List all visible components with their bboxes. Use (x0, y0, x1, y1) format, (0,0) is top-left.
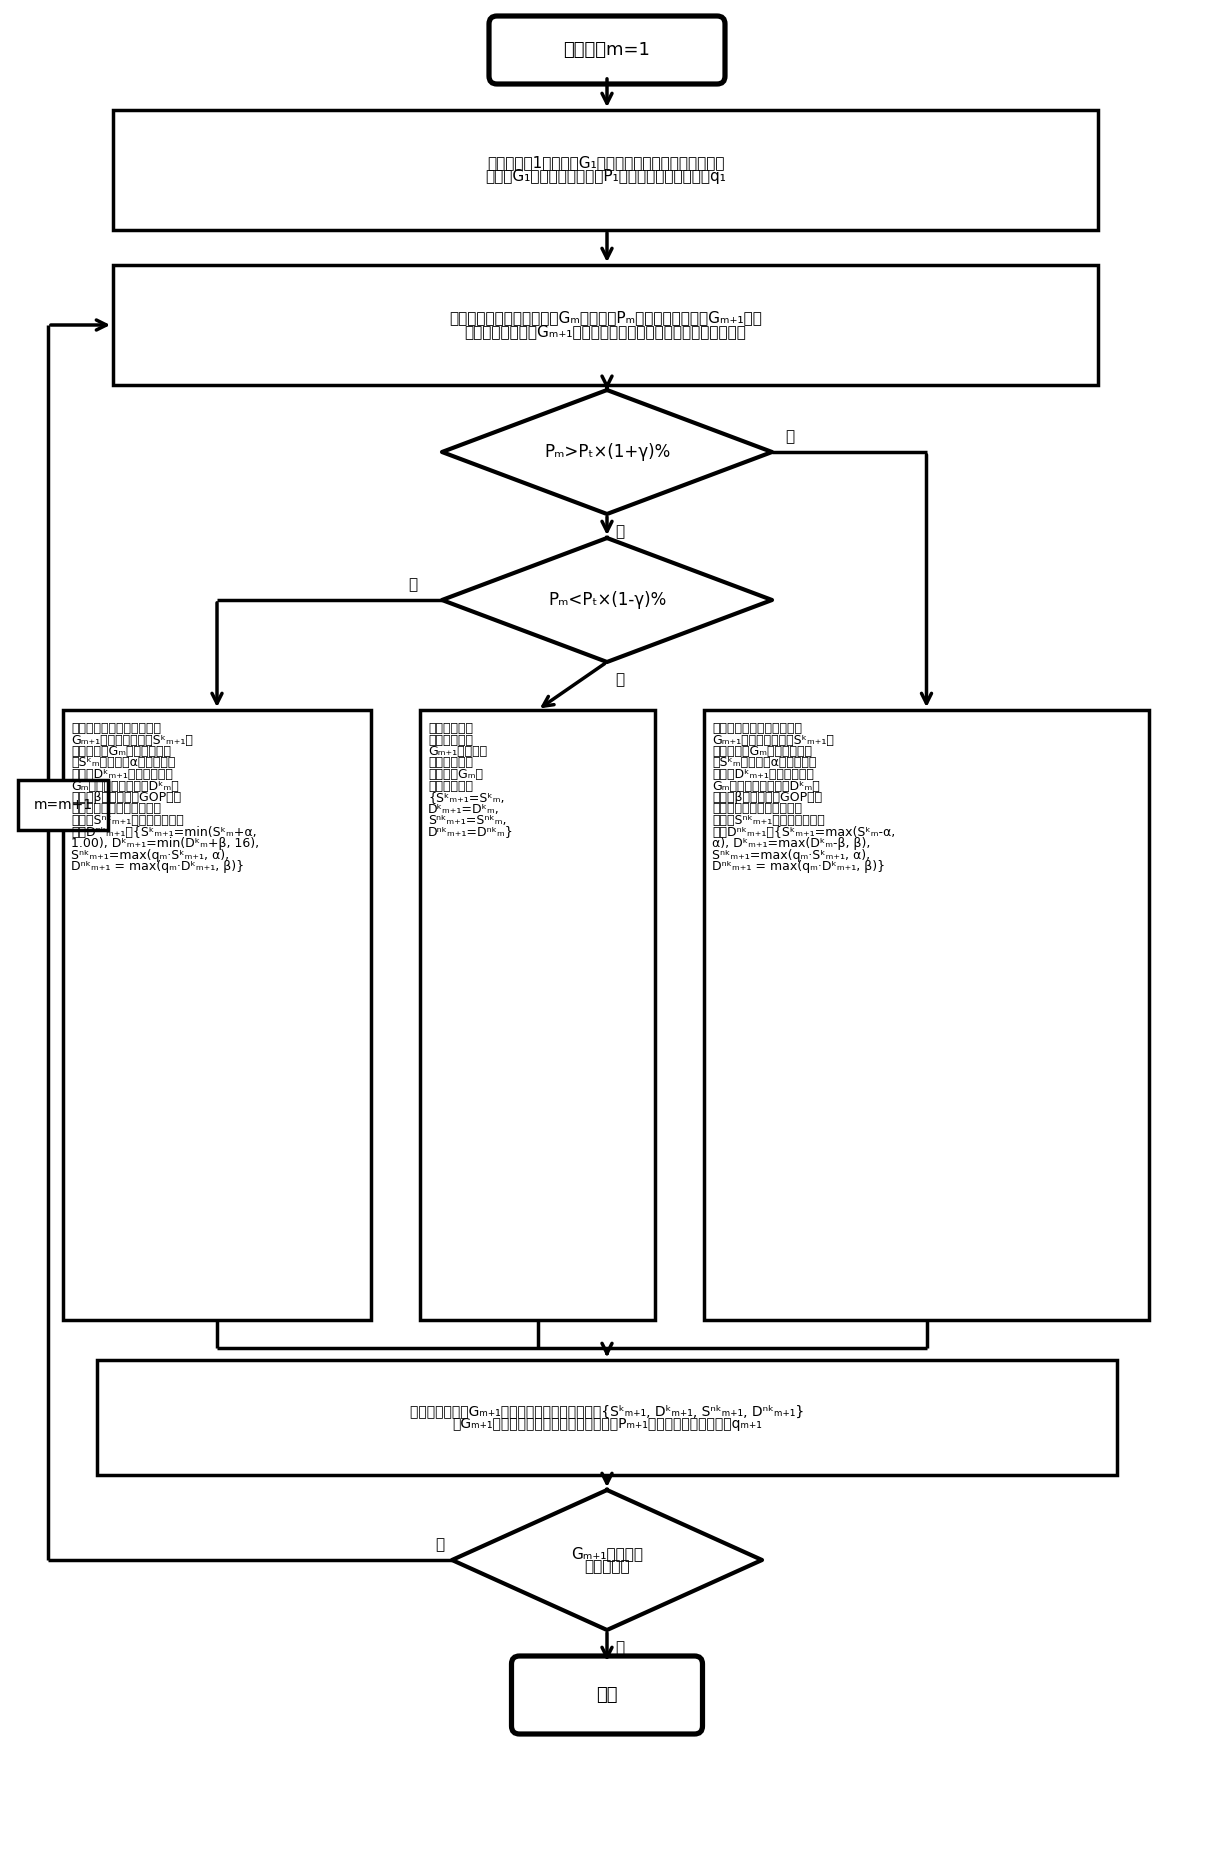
Text: 保持模式：对: 保持模式：对 (429, 722, 473, 735)
Text: {Sᵏₘ₊₁=Sᵏₘ,: {Sᵏₘ₊₁=Sᵏₘ, (429, 791, 505, 804)
Text: 于后一图像组: 于后一图像组 (429, 733, 473, 746)
Text: m=m+1: m=m+1 (34, 798, 92, 811)
Text: 采样率Sⁿᵏₘ₊₁、非关键帧量化: 采样率Sⁿᵏₘ₊₁、非关键帧量化 (711, 813, 824, 826)
Text: 当前图像组Gₘ的关键帧采样: 当前图像组Gₘ的关键帧采样 (711, 744, 812, 757)
Text: Pₘ>Pₜ×(1+γ)%: Pₘ>Pₜ×(1+γ)% (544, 443, 670, 462)
Text: Dⁿᵏₘ₊₁=Dⁿᵏₘ}: Dⁿᵏₘ₊₁=Dⁿᵏₘ} (429, 826, 514, 839)
Text: 深度Dⁿᵏₘ₊₁：{Sᵏₘ₊₁=min(Sᵏₘ+α,: 深度Dⁿᵏₘ₊₁：{Sᵏₘ₊₁=min(Sᵏₘ+α, (70, 826, 256, 839)
Text: 少步长β，然后利用GOP帧间: 少步长β，然后利用GOP帧间 (711, 791, 822, 804)
Text: 递减模式：对于后一图像组: 递减模式：对于后一图像组 (711, 722, 802, 735)
Text: Sⁿᵏₘ₊₁=Sⁿᵏₘ,: Sⁿᵏₘ₊₁=Sⁿᵏₘ, (429, 813, 506, 826)
FancyBboxPatch shape (113, 110, 1097, 231)
Text: 效能控制器根据当前图像组Gₘ的耗电量Pₘ，判断后一图像组Gₘ₊₁的工: 效能控制器根据当前图像组Gₘ的耗电量Pₘ，判断后一图像组Gₘ₊₁的工 (449, 311, 762, 326)
Text: Dᵏₘ₊₁=Dᵏₘ,: Dᵏₘ₊₁=Dᵏₘ, (429, 802, 500, 815)
Text: 深度Dⁿᵏₘ₊₁：{Sᵏₘ₊₁=max(Sᵏₘ-α,: 深度Dⁿᵏₘ₊₁：{Sᵏₘ₊₁=max(Sᵏₘ-α, (711, 826, 895, 839)
Text: Sⁿᵏₘ₊₁=max(qₘ·Sᵏₘ₊₁, α),: Sⁿᵏₘ₊₁=max(qₘ·Sᵏₘ₊₁, α), (70, 849, 229, 862)
Text: 是: 是 (615, 1641, 624, 1656)
Text: 器获取G₁观测编码的耗电量P₁，计算帧间向量相关度q₁: 器获取G₁观测编码的耗电量P₁，计算帧间向量相关度q₁ (486, 169, 726, 184)
Text: 结束: 结束 (596, 1686, 618, 1705)
Text: 个图像组？: 个图像组？ (584, 1560, 630, 1574)
Text: 递增模式：对于后一图像组: 递增模式：对于后一图像组 (70, 722, 161, 735)
FancyBboxPatch shape (704, 711, 1148, 1319)
Text: 是: 是 (408, 577, 416, 592)
Text: 采样率Sⁿᵏₘ₊₁、非关键帧量化: 采样率Sⁿᵏₘ₊₁、非关键帧量化 (70, 813, 183, 826)
Text: 否: 否 (615, 525, 624, 540)
Text: Gₘ₊₁，关键帧采样率Sᵏₘ₊₁是: Gₘ₊₁，关键帧采样率Sᵏₘ₊₁是 (70, 733, 193, 746)
Text: Dⁿᵏₘ₊₁ = max(qₘ·Dᵏₘ₊₁, β)}: Dⁿᵏₘ₊₁ = max(qₘ·Dᵏₘ₊₁, β)} (70, 860, 244, 873)
Text: 否: 否 (435, 1537, 444, 1552)
Text: Gₘ₊₁是最后一: Gₘ₊₁是最后一 (571, 1546, 643, 1561)
FancyBboxPatch shape (489, 17, 725, 84)
Text: 1.00), Dᵏₘ₊₁=min(Dᵏₘ+β, 16),: 1.00), Dᵏₘ₊₁=min(Dᵏₘ+β, 16), (70, 837, 259, 850)
FancyBboxPatch shape (113, 264, 1097, 385)
Text: Gₘ₊₁，关键帧采样率Sᵏₘ₊₁是: Gₘ₊₁，关键帧采样率Sᵏₘ₊₁是 (711, 733, 834, 746)
Text: Dⁿᵏₘ₊₁ = max(qₘ·Dᵏₘ₊₁, β)}: Dⁿᵏₘ₊₁ = max(qₘ·Dᵏₘ₊₁, β)} (711, 860, 885, 873)
Text: 当前图像组Gₘ的关键帧采样: 当前图像组Gₘ的关键帧采样 (70, 744, 171, 757)
Text: 测量端对第1个图像组G₁执行默认的观测参数，效能控制: 测量端对第1个图像组G₁执行默认的观测参数，效能控制 (487, 156, 725, 171)
FancyBboxPatch shape (18, 780, 108, 830)
Text: 初始化，m=1: 初始化，m=1 (563, 41, 651, 60)
Text: Pₘ<Pₜ×(1-γ)%: Pₘ<Pₜ×(1-γ)% (548, 592, 666, 609)
Text: 作模式，待观测的Gₘ₊₁可能工作在保持模式、递减模式、递增模式: 作模式，待观测的Gₘ₊₁可能工作在保持模式、递减模式、递增模式 (465, 324, 747, 339)
Text: 是: 是 (785, 430, 794, 445)
Text: α), Dᵏₘ₊₁=max(Dᵏₘ-β, β),: α), Dᵏₘ₊₁=max(Dᵏₘ-β, β), (711, 837, 870, 850)
FancyBboxPatch shape (511, 1656, 703, 1734)
Text: Gₘ₊₁，效能控: Gₘ₊₁，效能控 (429, 744, 487, 757)
Text: 加步长β，然后利用GOP帧间: 加步长β，然后利用GOP帧间 (70, 791, 181, 804)
Text: Gₘ的关键帧量化深度Dᵏₘ增: Gₘ的关键帧量化深度Dᵏₘ增 (70, 780, 178, 793)
FancyBboxPatch shape (420, 711, 656, 1319)
Text: Sⁿᵏₘ₊₁=max(qₘ·Sᵏₘ₊₁, α),: Sⁿᵏₘ₊₁=max(qₘ·Sᵏₘ₊₁, α), (711, 849, 870, 862)
Text: 制器仍采用当: 制器仍采用当 (429, 757, 473, 769)
Text: 对Gₘ₊₁进行观测编码，获取相应的耗电量Pₘ₊₁，计算帧间向量相关度qₘ₊₁: 对Gₘ₊₁进行观测编码，获取相应的耗电量Pₘ₊₁，计算帧间向量相关度qₘ₊₁ (452, 1416, 762, 1431)
Text: 率Sᵏₘ减少步长α，关键帧量: 率Sᵏₘ减少步长α，关键帧量 (711, 757, 816, 769)
Text: Gₘ的关键帧量化深度Dᵏₘ减: Gₘ的关键帧量化深度Dᵏₘ减 (711, 780, 819, 793)
FancyBboxPatch shape (97, 1360, 1117, 1476)
Text: 相关模型分别确定非关键帧: 相关模型分别确定非关键帧 (70, 802, 161, 815)
Text: 对于后一图像组Gₘ₊₁，测量端利用一组观测参数{Sᵏₘ₊₁, Dᵏₘ₊₁, Sⁿᵏₘ₊₁, Dⁿᵏₘ₊₁}: 对于后一图像组Gₘ₊₁，测量端利用一组观测参数{Sᵏₘ₊₁, Dᵏₘ₊₁, Sⁿ… (410, 1403, 804, 1418)
Text: 观测参数，即: 观测参数，即 (429, 780, 473, 793)
FancyBboxPatch shape (63, 711, 371, 1319)
Text: 率Sᵏₘ增加步长α，关键帧量: 率Sᵏₘ增加步长α，关键帧量 (70, 757, 175, 769)
Text: 化深度Dᵏₘ₊₁是当前图像组: 化深度Dᵏₘ₊₁是当前图像组 (70, 769, 172, 782)
Text: 相关模型分别确定非关键帧: 相关模型分别确定非关键帧 (711, 802, 802, 815)
Text: 化深度Dᵏₘ₊₁是当前图像组: 化深度Dᵏₘ₊₁是当前图像组 (711, 769, 813, 782)
Text: 否: 否 (615, 672, 624, 687)
Text: 前图像组Gₘ的: 前图像组Gₘ的 (429, 769, 483, 782)
